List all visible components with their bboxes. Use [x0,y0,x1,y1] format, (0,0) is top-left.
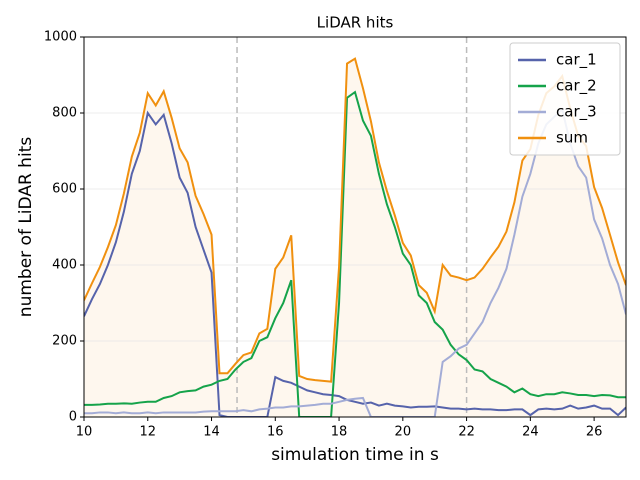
area-fill [84,58,626,417]
x-tick-label: 18 [331,425,348,440]
series-line [84,110,626,417]
legend-label: car_2 [556,77,597,96]
y-tick-label: 400 [52,258,77,273]
legend-label: car_1 [556,51,597,70]
legend-label: car_3 [556,103,597,122]
x-tick-label: 26 [586,425,603,440]
x-tick-label: 12 [139,425,156,440]
y-tick-label: 200 [52,334,77,349]
chart-title: LiDAR hits [317,14,394,32]
plot-frame [83,36,627,418]
x-tick-label: 14 [203,425,220,440]
x-axis-label: simulation time in s [271,445,439,465]
x-tick-label: 24 [522,425,539,440]
y-tick-label: 0 [69,410,77,425]
y-tick-label: 600 [52,182,77,197]
x-tick-label: 16 [267,425,284,440]
x-tick-label: 20 [395,425,412,440]
y-tick-label: 1000 [44,30,77,45]
x-tick-label: 10 [76,425,93,440]
y-axis-label: number of LiDAR hits [16,137,36,318]
series-line [84,90,626,417]
y-tick-label: 800 [52,106,77,121]
x-tick-label: 22 [458,425,475,440]
legend-label: sum [556,129,588,147]
legend-box [509,42,621,156]
